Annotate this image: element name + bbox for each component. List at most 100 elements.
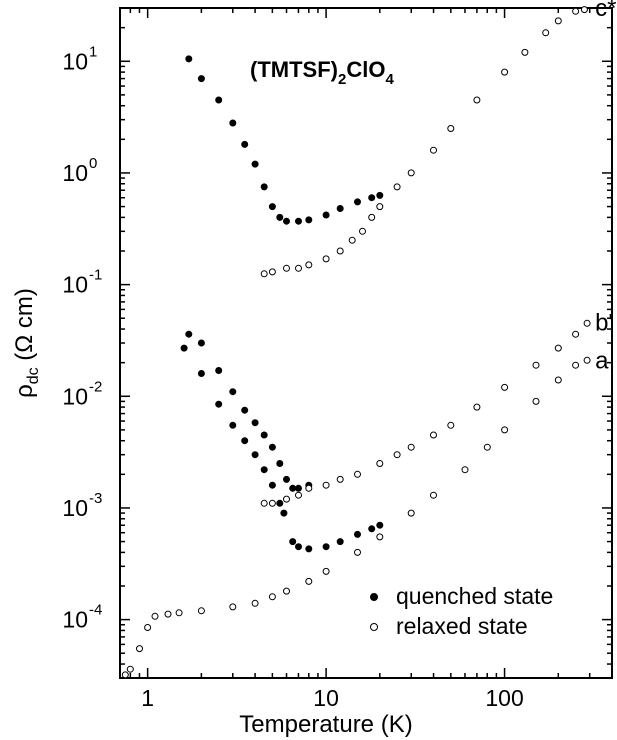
relaxed-point xyxy=(583,356,591,364)
quenched-point xyxy=(241,437,249,445)
quenched-point xyxy=(251,451,259,459)
relaxed-point xyxy=(483,443,491,451)
relaxed-point xyxy=(393,183,401,191)
axis-ticks xyxy=(119,7,613,679)
quenched-point xyxy=(197,75,205,83)
y-tick-label: 10 xyxy=(62,272,88,298)
relaxed-point xyxy=(283,264,290,272)
quenched-point xyxy=(260,466,268,474)
quenched-point xyxy=(276,499,284,507)
quenched-point xyxy=(241,140,249,148)
quenched-point xyxy=(229,119,237,127)
quenched-point xyxy=(215,400,223,408)
y-axis-label: ρdc (Ω cm) xyxy=(11,288,42,398)
relaxed-point xyxy=(554,344,562,352)
y-tick-label: 10 xyxy=(62,48,88,74)
relaxed-point xyxy=(121,671,129,679)
relaxed-point xyxy=(447,125,455,132)
quenched-point xyxy=(180,344,188,352)
legend-label: quenched state xyxy=(396,583,553,609)
relaxed-point xyxy=(501,383,509,391)
relaxed-point xyxy=(554,376,562,384)
chart-title: (TMTSF)2ClO4 xyxy=(250,57,394,88)
relaxed-point xyxy=(354,470,361,478)
quenched-point xyxy=(280,509,288,517)
relaxed-point xyxy=(322,481,330,489)
quenched-point xyxy=(336,205,344,212)
relaxed-point xyxy=(376,203,384,211)
relaxed-point xyxy=(376,460,384,467)
quenched-point xyxy=(268,481,276,489)
relaxed-point xyxy=(580,6,588,14)
quenched-point xyxy=(251,419,259,427)
quenched-point xyxy=(289,484,297,492)
legend: quenched state relaxed state xyxy=(370,583,553,639)
curve-label: a xyxy=(595,347,609,374)
relaxed-point xyxy=(305,484,313,492)
relaxed-point xyxy=(268,593,276,601)
quenched-point xyxy=(185,55,193,63)
quenched-point xyxy=(305,545,313,553)
quenched-point xyxy=(295,217,302,225)
relaxed-point xyxy=(295,264,302,272)
x-tick-label: 100 xyxy=(485,685,523,711)
quenched-point xyxy=(260,431,268,439)
relaxed-point xyxy=(572,7,580,15)
y-tick-label: 10 xyxy=(62,383,88,409)
quenched-point xyxy=(295,484,302,492)
relaxed-point xyxy=(583,319,591,327)
relaxed-point xyxy=(354,548,361,556)
quenched-point xyxy=(251,160,259,168)
y-tick-label: 10 xyxy=(62,495,88,521)
relaxed-point xyxy=(260,499,268,507)
quenched-point xyxy=(241,406,249,414)
quenched-point xyxy=(197,370,205,377)
relaxed-point xyxy=(251,599,259,607)
relaxed-point xyxy=(305,577,313,585)
quenched-point xyxy=(197,339,205,347)
relaxed-point xyxy=(376,533,384,541)
relaxed-point xyxy=(283,587,290,595)
relaxed-point xyxy=(268,499,276,507)
relaxed-point xyxy=(336,247,344,255)
relaxed-point xyxy=(542,29,550,37)
y-tick-exponent: -3 xyxy=(89,490,102,507)
relaxed-point xyxy=(393,451,401,459)
y-tick-exponent: 1 xyxy=(89,43,97,60)
relaxed-point xyxy=(447,421,455,429)
legend-marker xyxy=(370,623,378,631)
relaxed-point xyxy=(473,403,481,411)
relaxed-point xyxy=(407,443,415,451)
quenched-point xyxy=(289,538,297,546)
relaxed-point xyxy=(136,645,143,653)
quenched-point xyxy=(305,216,313,224)
quenched-point xyxy=(295,543,302,551)
data-points xyxy=(121,6,591,679)
relaxed-point xyxy=(229,603,237,611)
quenched-point xyxy=(354,530,361,538)
curve-labels: c* b' a xyxy=(595,0,616,374)
relaxed-point xyxy=(407,509,415,517)
quenched-point xyxy=(260,183,268,191)
relaxed-point xyxy=(532,397,540,405)
quenched-point xyxy=(185,330,193,338)
relaxed-point xyxy=(473,96,481,104)
relaxed-point xyxy=(305,261,313,269)
relaxed-point xyxy=(430,491,437,499)
quenched-point xyxy=(229,421,237,429)
relaxed-point xyxy=(461,466,469,474)
relaxed-point xyxy=(554,17,562,25)
relaxed-point xyxy=(532,361,540,369)
quenched-point xyxy=(268,203,276,211)
relaxed-point xyxy=(572,361,580,369)
x-axis-label: Temperature (K) xyxy=(239,711,412,738)
relaxed-point xyxy=(501,426,509,434)
x-tick-label: 10 xyxy=(313,685,339,711)
curve-label: c* xyxy=(595,0,616,22)
quenched-point xyxy=(322,543,330,551)
quenched-point xyxy=(376,191,384,199)
relaxed-point xyxy=(151,612,159,620)
y-tick-label: 10 xyxy=(62,607,88,633)
